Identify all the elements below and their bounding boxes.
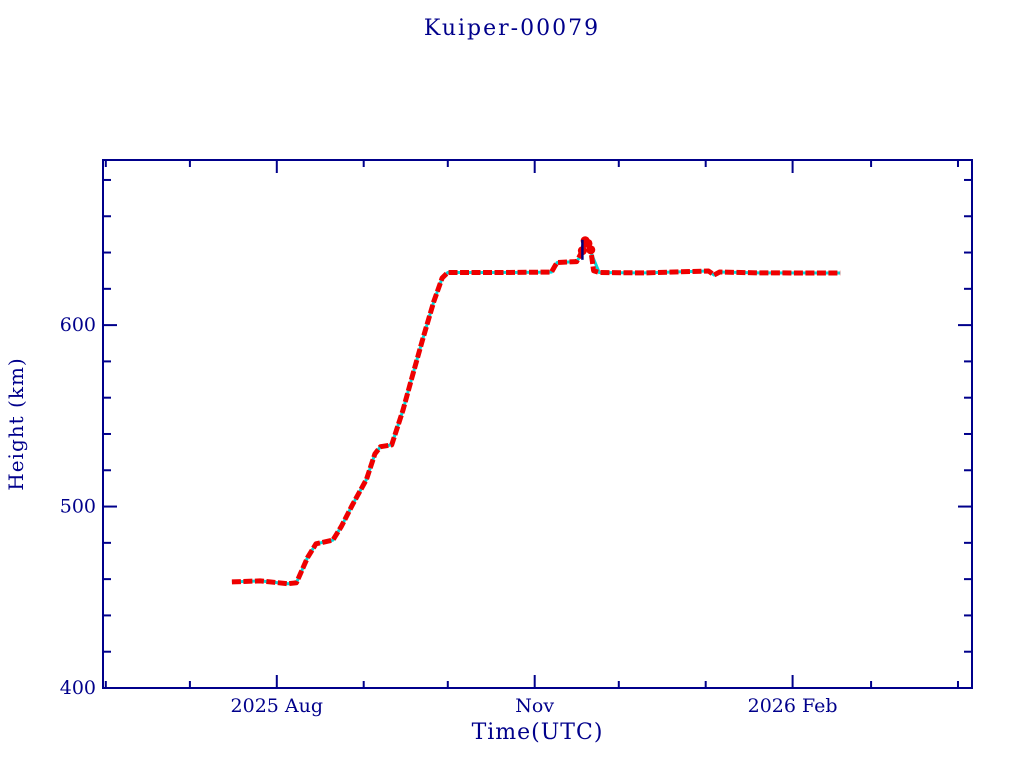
- plot-frame: [102, 159, 973, 689]
- y-axis-label: Height (km): [4, 357, 28, 491]
- x-tick-label: Nov: [515, 695, 554, 717]
- chart-title: Kuiper-00079: [423, 16, 601, 41]
- x-tick-label: 2026 Feb: [748, 695, 838, 717]
- observed-height-markers: [231, 238, 841, 587]
- y-tick-label: 400: [60, 677, 96, 699]
- x-tick-label: 2025 Aug: [231, 695, 324, 717]
- y-tick-label: 600: [60, 314, 96, 336]
- observed-spike-marker: [586, 245, 596, 255]
- y-tick-label: 500: [60, 496, 96, 518]
- predicted-orbit-line: [231, 241, 841, 586]
- x-axis-label: Time(UTC): [471, 720, 604, 745]
